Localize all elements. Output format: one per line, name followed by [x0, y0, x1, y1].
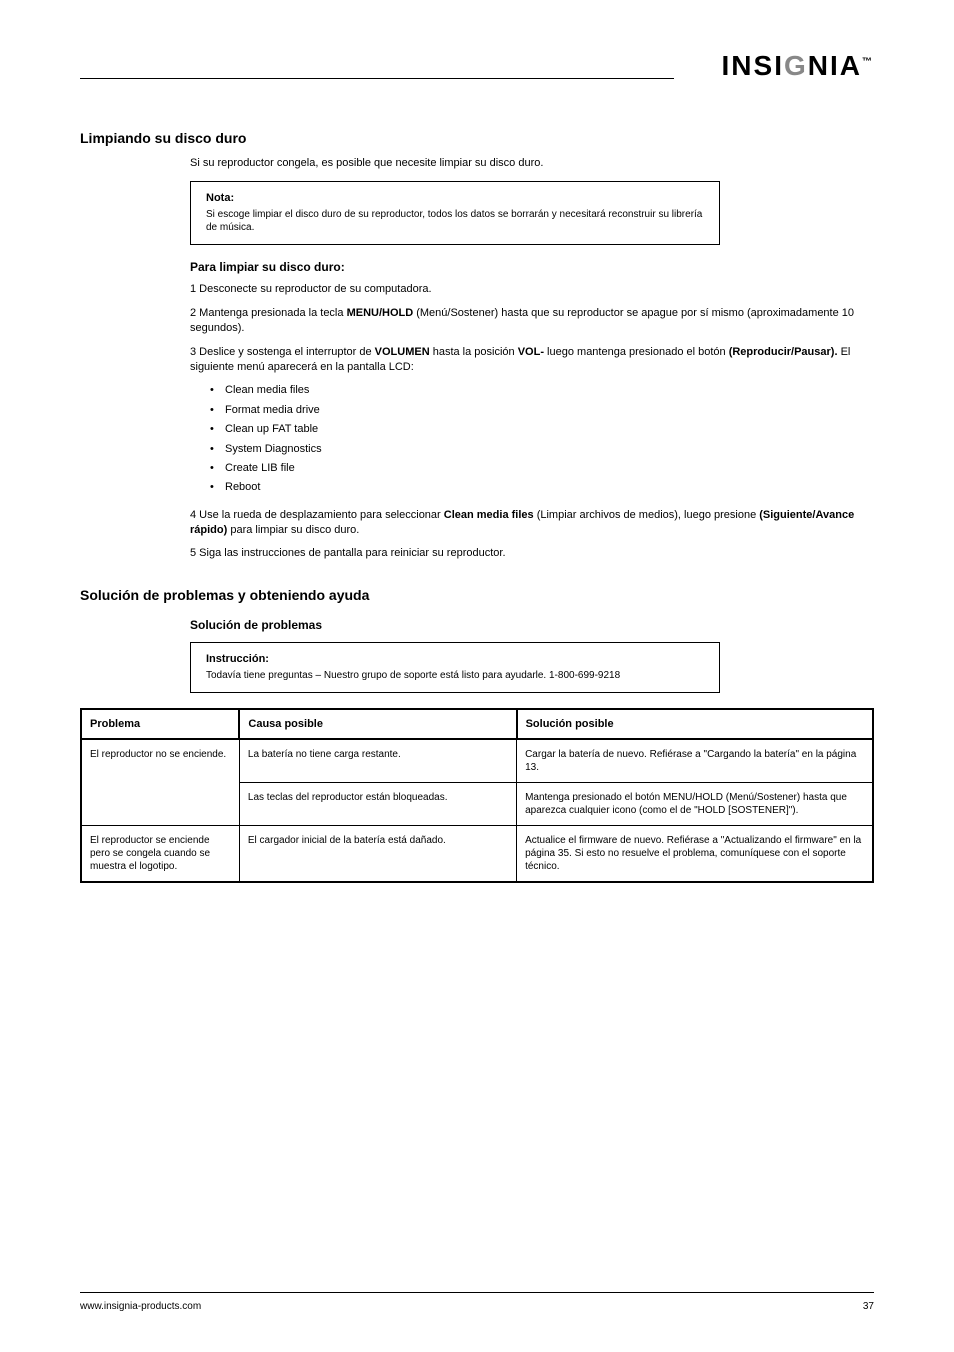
footer-url: www.insignia-products.com: [80, 1301, 201, 1312]
cell-solution-2: Actualice el firmware de nuevo. Refiéras…: [517, 825, 873, 882]
table-row: El reproductor no se enciende. La baterí…: [81, 739, 873, 783]
cell-cause-1a: La batería no tiene carga restante.: [239, 739, 516, 783]
logo-trademark: ™: [862, 57, 874, 68]
step-4: 4 Use la rueda de desplazamiento para se…: [190, 508, 874, 539]
cell-solution-1b: Mantenga presionado el botón MENU/HOLD (…: [517, 782, 873, 825]
cell-solution-1a: Cargar la batería de nuevo. Refiérase a …: [517, 739, 873, 783]
troubleshooting-table: Problema Causa posible Solución posible …: [80, 708, 874, 883]
procedure-title: Para limpiar su disco duro:: [190, 260, 874, 274]
section-title-cleaning: Limpiando su disco duro: [80, 130, 874, 146]
step-1: 1 Desconecte su reproductor de su comput…: [190, 282, 874, 297]
brand-logo: INSIGNIA™: [722, 50, 874, 82]
header-divider: [80, 78, 674, 79]
note-text: Si escoge limpiar el disco duro de su re…: [206, 208, 704, 234]
cell-problem-1: El reproductor no se enciende.: [81, 739, 239, 826]
instruction-title: Instrucción:: [206, 653, 704, 665]
menu-item-2: Clean up FAT table: [210, 422, 874, 437]
note-box-warning: Nota: Si escoge limpiar el disco duro de…: [190, 181, 720, 245]
footer-divider: [80, 1292, 874, 1293]
cell-problem-2: El reproductor se enciende pero se conge…: [81, 825, 239, 882]
cell-cause-1b: Las teclas del reproductor están bloquea…: [239, 782, 516, 825]
table-header-cause: Causa posible: [239, 709, 516, 739]
instruction-text: Todavía tiene preguntas – Nuestro grupo …: [206, 669, 704, 682]
table-row: El reproductor se enciende pero se conge…: [81, 825, 873, 882]
step-3: 3 Deslice y sostenga el interruptor de V…: [190, 345, 874, 376]
intro-text: Si su reproductor congela, es posible qu…: [190, 156, 874, 171]
page-footer: www.insignia-products.com 37: [80, 1292, 874, 1312]
page-number: 37: [863, 1301, 874, 1312]
cell-cause-2: El cargador inicial de la batería está d…: [239, 825, 516, 882]
note-box-support: Instrucción: Todavía tiene preguntas – N…: [190, 642, 720, 693]
note-title: Nota:: [206, 192, 704, 204]
menu-item-1: Format media drive: [210, 403, 874, 418]
menu-item-3: System Diagnostics: [210, 442, 874, 457]
step-5: 5 Siga las instrucciones de pantalla par…: [190, 546, 874, 561]
step-2: 2 Mantenga presionada la tecla MENU/HOLD…: [190, 306, 874, 337]
table-header-solution: Solución posible: [517, 709, 873, 739]
menu-item-0: Clean media files: [210, 383, 874, 398]
section-title-troubleshooting: Solución de problemas y obteniendo ayuda: [80, 587, 874, 603]
menu-item-4: Create LIB file: [210, 461, 874, 476]
logo-text: INSIGNIA: [722, 50, 862, 81]
table-header-problem: Problema: [81, 709, 239, 739]
subsection-troubleshooting: Solución de problemas: [190, 618, 874, 632]
menu-item-5: Reboot: [210, 480, 874, 495]
